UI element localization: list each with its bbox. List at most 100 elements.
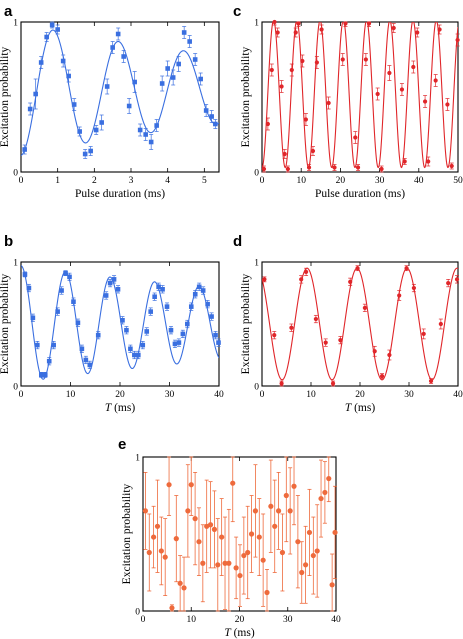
panel-label-b: b [4,233,13,250]
data-point [128,346,133,352]
data-point [303,562,309,568]
data-point [115,31,121,37]
data-point [261,166,267,172]
panel-label-a: a [4,3,13,20]
x-axis-label-unit: (ms) [111,402,135,414]
data-point [143,132,148,137]
data-point [272,19,277,25]
data-point [93,127,99,133]
data-point [428,378,434,384]
x-tick-label: 2 [92,176,97,186]
data-point [192,57,198,62]
y-tick-label: 0 [254,169,259,179]
data-point [355,266,360,271]
fit-curve [262,22,458,169]
data-point [209,314,214,319]
y-axis-label: Excitation probability [240,273,252,374]
data-point [343,21,348,26]
data-point [422,99,428,104]
x-tick-label: 30 [375,176,385,186]
plot-frame [142,456,337,612]
x-tick-label: 10 [306,390,316,400]
x-axis-label-variable: T [224,627,232,639]
data-point [126,103,132,109]
x-axis-label-variable: T [345,402,353,414]
data-point [110,45,115,50]
data-point [326,475,332,482]
data-point [188,304,194,309]
panel-label-e: e [118,436,126,453]
fit-curve [262,267,458,381]
data-point [338,338,343,343]
data-point [310,148,316,154]
data-point [26,285,32,291]
x-axis-label: Pulse duration (ms) [315,188,405,200]
x-axis-label: T (ms) [105,402,136,414]
data-point [340,57,345,62]
data-point [366,21,372,26]
data-point [282,151,287,157]
data-point [215,562,221,568]
data-point [169,605,175,611]
data-point [192,516,198,522]
data-point [200,288,206,293]
data-point [177,580,183,586]
y-tick-label: 0 [254,383,259,393]
data-point [66,73,71,79]
panel-d: d 0 10 20 30 40 0 1 T (ms) Excitation probabilit… [233,233,463,414]
data-point [252,508,259,514]
data-point [196,284,202,290]
data-point [268,503,274,509]
x-tick-label: 1 [55,176,60,186]
data-point [241,552,247,559]
data-point [77,129,82,134]
data-point [158,548,164,554]
data-point [156,284,161,290]
data-point [303,117,309,122]
data-point [415,30,420,35]
data-point [438,321,443,327]
data-point [299,569,305,576]
x-tick-label: 10 [187,615,197,625]
x-axis-label: T (ms) [345,402,376,414]
data-point [71,102,77,107]
data-point [329,582,335,588]
data-point [437,27,442,32]
fit-curve [21,265,219,380]
data-point [60,58,66,64]
data-point [166,482,172,488]
data-point [449,163,454,169]
data-point [107,280,113,286]
data-point [200,560,206,566]
data-point [46,358,52,364]
data-point [330,381,336,386]
data-point [272,333,277,338]
y-tick-label: 1 [254,19,259,29]
data-point [207,522,214,528]
data-point [176,340,182,345]
data-point [185,321,190,327]
data-point [181,585,187,591]
x-tick-label: 40 [331,615,341,625]
data-point [279,381,284,386]
x-axis-label-unit: (ms) [231,627,255,639]
data-point [55,309,60,314]
data-point [306,529,313,536]
data-point [170,75,176,80]
x-axis-label-variable: T [105,402,113,414]
data-point [237,572,243,579]
data-point [287,508,293,514]
panel-label-c: c [233,3,241,20]
data-point [322,489,328,496]
data-point [51,342,56,348]
y-tick-label: 1 [13,259,18,269]
data-point [269,67,274,73]
data-point [137,127,143,133]
panel-a: a 0 1 2 3 4 5 0 1 Pulse duration (ms) Excitation … [0,3,220,200]
data-point [132,79,137,85]
data-point [213,121,218,127]
data-point [213,332,218,338]
data-point [35,342,40,348]
data-point [379,373,385,379]
data-point [151,534,157,540]
